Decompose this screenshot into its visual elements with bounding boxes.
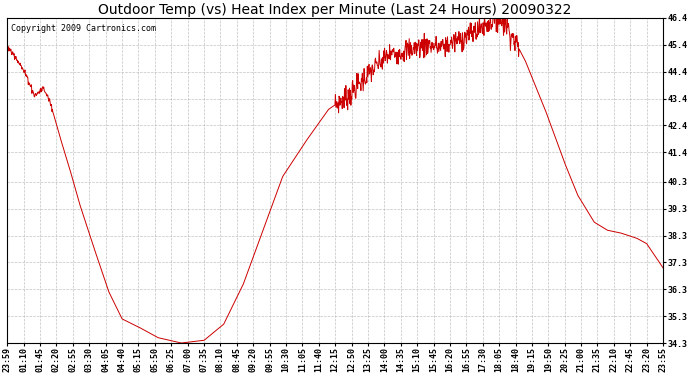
Text: Copyright 2009 Cartronics.com: Copyright 2009 Cartronics.com <box>10 24 155 33</box>
Title: Outdoor Temp (vs) Heat Index per Minute (Last 24 Hours) 20090322: Outdoor Temp (vs) Heat Index per Minute … <box>99 3 572 17</box>
